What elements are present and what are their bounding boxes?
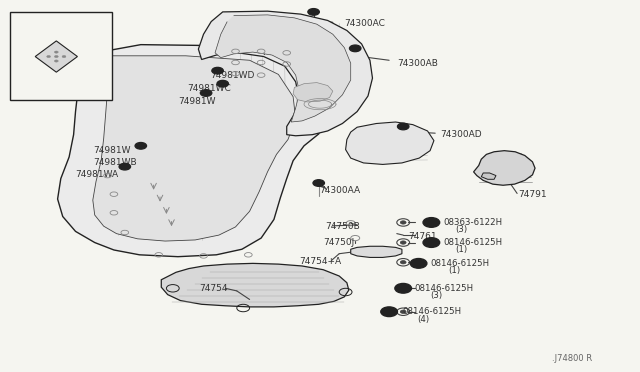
Text: .J74800 R: .J74800 R <box>552 355 592 363</box>
Polygon shape <box>293 83 333 102</box>
Circle shape <box>200 90 212 96</box>
Text: (3): (3) <box>456 225 468 234</box>
Circle shape <box>204 92 209 94</box>
Text: 74300A: 74300A <box>261 48 296 57</box>
Text: 08146-6125H: 08146-6125H <box>430 259 489 268</box>
Text: 74300AD: 74300AD <box>440 130 482 139</box>
Circle shape <box>401 260 406 264</box>
FancyBboxPatch shape <box>10 12 112 100</box>
Circle shape <box>62 55 66 58</box>
Circle shape <box>119 163 131 170</box>
Circle shape <box>410 259 427 268</box>
Text: (1): (1) <box>448 266 460 275</box>
Polygon shape <box>161 263 349 307</box>
Text: 74754: 74754 <box>200 284 228 293</box>
Circle shape <box>122 165 127 168</box>
Circle shape <box>138 144 143 147</box>
Circle shape <box>220 82 225 85</box>
Polygon shape <box>215 15 351 122</box>
Circle shape <box>212 67 223 74</box>
Circle shape <box>423 218 440 227</box>
Text: 74981W: 74981W <box>93 146 131 155</box>
Circle shape <box>353 47 358 50</box>
Text: B: B <box>387 307 392 316</box>
Text: B: B <box>416 259 421 268</box>
Polygon shape <box>198 11 372 136</box>
Circle shape <box>313 180 324 186</box>
Text: 74981WB: 74981WB <box>93 158 136 167</box>
Text: 74300AB: 74300AB <box>397 59 438 68</box>
Circle shape <box>349 45 361 52</box>
Polygon shape <box>35 41 77 72</box>
Text: B: B <box>429 238 434 247</box>
Circle shape <box>215 69 220 72</box>
Circle shape <box>54 55 58 58</box>
Circle shape <box>217 80 228 87</box>
Text: (4): (4) <box>417 315 429 324</box>
Text: 08146-6125H: 08146-6125H <box>415 284 474 293</box>
Text: B: B <box>401 284 406 293</box>
Polygon shape <box>474 151 535 185</box>
Circle shape <box>311 10 316 13</box>
Text: 74981W: 74981W <box>178 97 216 106</box>
Text: 74981WA: 74981WA <box>76 170 118 179</box>
Text: (1): (1) <box>456 246 468 254</box>
Circle shape <box>397 123 409 130</box>
Circle shape <box>381 307 397 317</box>
Polygon shape <box>351 246 402 257</box>
Polygon shape <box>481 173 496 179</box>
Text: 74981WC: 74981WC <box>188 84 231 93</box>
Circle shape <box>316 182 321 185</box>
Polygon shape <box>93 56 296 241</box>
Circle shape <box>401 241 406 244</box>
Text: 08146-6125H: 08146-6125H <box>443 238 502 247</box>
Text: (3): (3) <box>430 291 442 300</box>
Text: 08363-6122H: 08363-6122H <box>443 218 502 227</box>
Text: 74300AC: 74300AC <box>344 19 385 28</box>
Text: 74300AA: 74300AA <box>319 186 360 195</box>
Text: INSULATOR FUSIBLE: INSULATOR FUSIBLE <box>14 19 102 28</box>
Text: 08146-6125H: 08146-6125H <box>402 307 461 316</box>
Polygon shape <box>58 45 325 257</box>
Circle shape <box>423 238 440 247</box>
Text: 74750B: 74750B <box>325 222 360 231</box>
Circle shape <box>401 125 406 128</box>
Circle shape <box>401 310 406 313</box>
Circle shape <box>54 51 58 53</box>
Text: 74761: 74761 <box>408 232 437 241</box>
Circle shape <box>135 142 147 149</box>
Circle shape <box>308 9 319 15</box>
Circle shape <box>47 55 51 58</box>
Circle shape <box>395 283 412 293</box>
Text: 74750J: 74750J <box>323 238 355 247</box>
Text: 74754+A: 74754+A <box>300 257 342 266</box>
Text: 74981WD: 74981WD <box>210 71 254 80</box>
Text: B: B <box>429 218 434 227</box>
Circle shape <box>54 60 58 62</box>
Text: 74882R: 74882R <box>17 84 52 93</box>
Circle shape <box>401 286 406 290</box>
Text: 74791: 74791 <box>518 190 547 199</box>
Circle shape <box>401 221 406 224</box>
Polygon shape <box>346 122 434 164</box>
